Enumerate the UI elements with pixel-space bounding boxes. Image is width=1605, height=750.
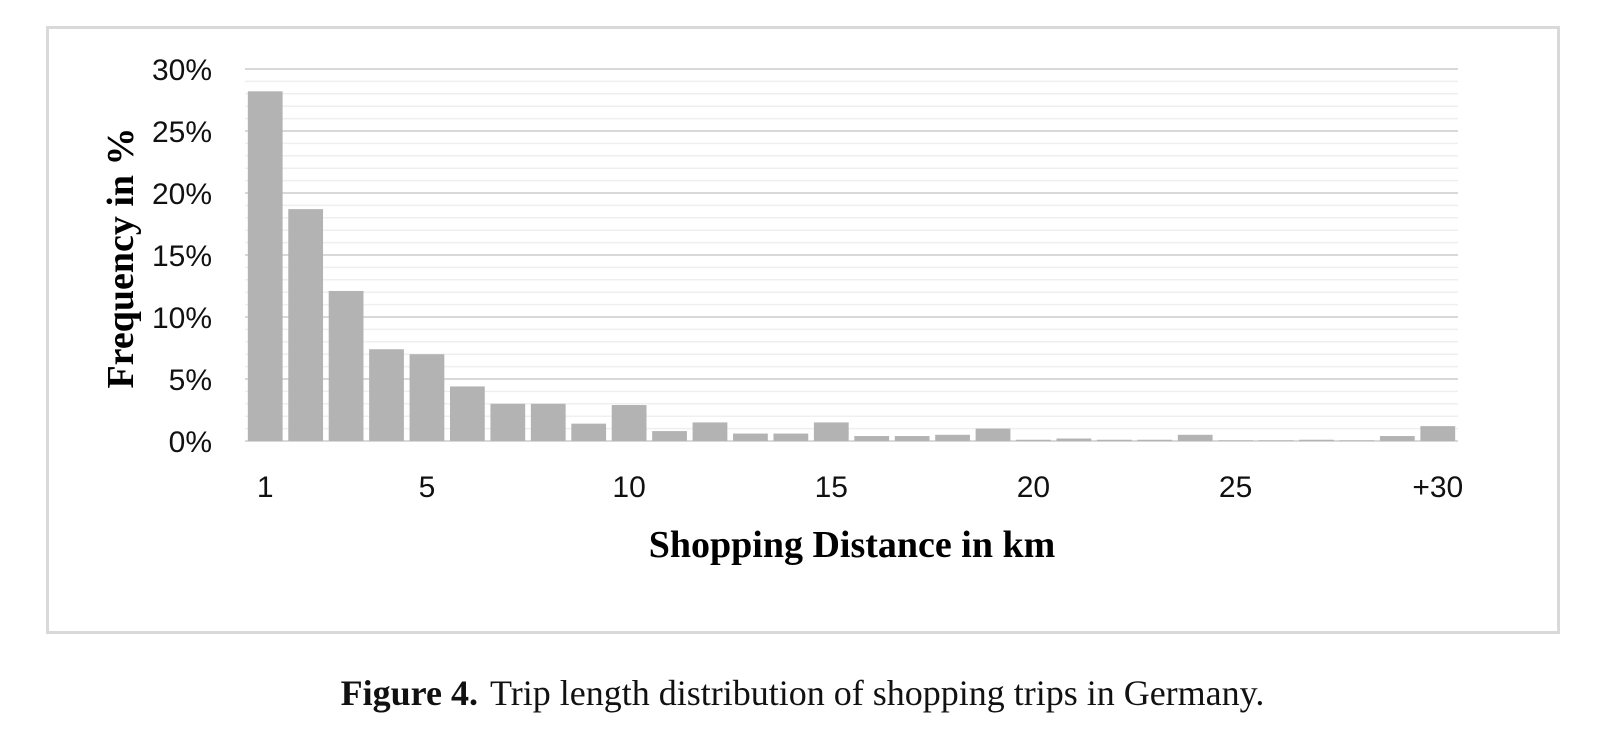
bars <box>247 91 1456 441</box>
bar-+30 <box>1420 426 1456 441</box>
bar-26 <box>1258 440 1294 441</box>
bar-15 <box>813 422 849 441</box>
x-tick-label: 15 <box>815 471 848 504</box>
bar-28 <box>1339 440 1375 441</box>
bar-16 <box>854 436 890 441</box>
caption-label: Figure 4. <box>340 673 478 713</box>
caption-text: Trip length distribution of shopping tri… <box>490 673 1265 713</box>
y-tick-labels: 0% 5% 10% 15% 20% 25% 30% <box>152 54 212 459</box>
y-tick-label: 15% <box>152 240 212 273</box>
bar-17 <box>894 436 930 441</box>
bar-7 <box>490 403 526 441</box>
bar-20 <box>1016 439 1051 441</box>
bar-9 <box>571 423 607 441</box>
x-tick-labels: 1 5 10 15 20 25 +30 <box>257 471 1463 504</box>
bar-8 <box>530 403 566 441</box>
bar-6 <box>449 386 485 441</box>
bar-24 <box>1177 434 1213 441</box>
bar-18 <box>935 434 970 441</box>
bar-14 <box>773 433 809 441</box>
x-tick-label: 20 <box>1017 471 1050 504</box>
bar-22 <box>1096 439 1132 441</box>
y-axis-title: Frequency in % <box>100 127 142 388</box>
x-tick-label: +30 <box>1412 471 1463 504</box>
x-tick-label: 10 <box>612 471 645 504</box>
bar-10 <box>611 405 647 441</box>
bar-13 <box>733 433 768 441</box>
x-axis-title: Shopping Distance in km <box>649 524 1056 566</box>
gridlines <box>245 68 1458 442</box>
bar-1 <box>247 91 283 441</box>
x-tick-label: 1 <box>257 471 274 504</box>
x-tick-label: 25 <box>1219 471 1252 504</box>
bar-23 <box>1137 439 1173 441</box>
bar-3 <box>328 290 364 441</box>
y-tick-label: 0% <box>169 426 212 459</box>
y-tick-label: 30% <box>152 54 212 87</box>
bar-11 <box>652 431 687 441</box>
figure-caption: Figure 4. Trip length distribution of sho… <box>0 672 1605 714</box>
bar-12 <box>692 422 728 441</box>
bar-5 <box>409 354 445 441</box>
y-tick-label: 10% <box>152 302 212 335</box>
bar-2 <box>288 209 324 441</box>
bar-19 <box>975 428 1011 441</box>
bar-29 <box>1379 436 1415 441</box>
y-tick-label: 5% <box>169 364 212 397</box>
bar-4 <box>369 349 404 441</box>
bar-27 <box>1299 439 1334 441</box>
bar-25 <box>1218 440 1254 441</box>
bar-chart: 0%5%10%15%20%25%30% 1 5 10 15 20 25 +30 Shoppi… <box>100 54 1463 566</box>
y-tick-label: 25% <box>152 116 212 149</box>
y-tick-label: 20% <box>152 178 212 211</box>
x-tick-label: 5 <box>419 471 436 504</box>
bar-21 <box>1056 438 1092 441</box>
